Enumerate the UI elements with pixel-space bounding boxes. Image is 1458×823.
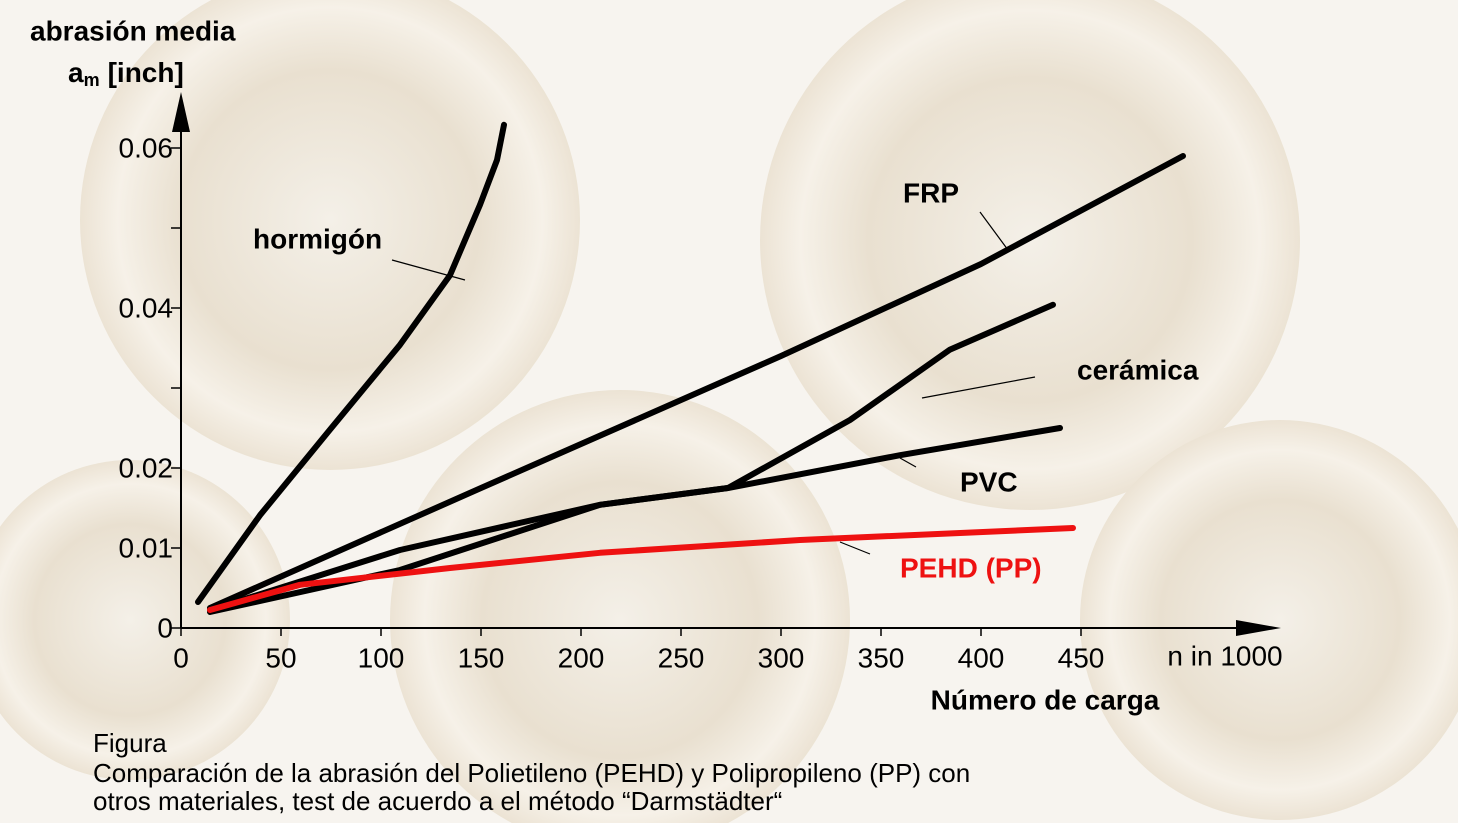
series-label: PVC [960,466,1018,497]
y-axis-label: abrasión media [30,15,236,46]
y-tick-label: 0.01 [119,532,174,563]
caption-heading: Figura [93,728,167,758]
x-tick-label: 150 [458,642,505,673]
x-tick-label: 100 [358,642,405,673]
x-tick-label: 300 [758,642,805,673]
x-axis-label: Número de carga [931,684,1160,715]
caption-line: Comparación de la abrasión del Polietile… [93,758,970,788]
x-axis-unit: n in 1000 [1167,640,1282,671]
x-tick-label: 50 [265,642,296,673]
x-tick-label: 400 [958,642,1005,673]
background [0,0,1458,823]
x-tick-label: 450 [1058,642,1105,673]
y-tick-label: 0 [157,612,173,643]
series-label: cerámica [1077,354,1199,385]
x-tick-label: 350 [858,642,905,673]
series-label: PEHD (PP) [900,552,1042,583]
y-unit-sub: m [84,70,100,90]
x-tick-label: 200 [558,642,605,673]
series-label: hormigón [253,223,382,254]
caption-line: otros materiales, test de acuerdo a el m… [93,786,782,816]
y-unit: [inch] [108,57,184,88]
y-tick-label: 0.06 [119,132,174,163]
x-tick-label: 250 [658,642,705,673]
series-label: FRP [903,177,959,208]
chart: abrasión media am[inch] Número de carga … [0,0,1458,823]
y-tick-label: 0.02 [119,452,174,483]
y-unit-symbol: a [68,57,84,88]
x-tick-label: 0 [173,642,189,673]
y-tick-label: 0.04 [119,292,174,323]
